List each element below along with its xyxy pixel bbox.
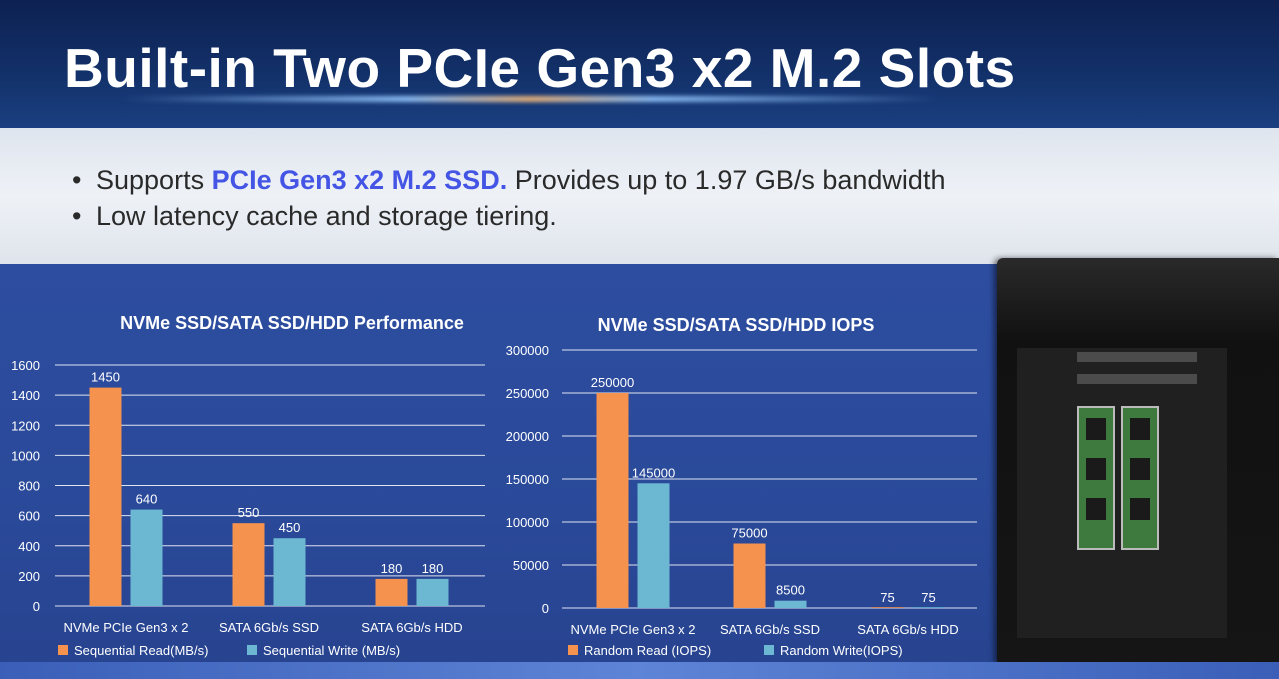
iops-chart-bar-write [912,607,945,608]
iops-chart-bar-write [637,483,670,608]
iops-chart-ytick-label: 50000 [513,558,549,573]
iops-chart-data-label: 75 [921,590,935,605]
iops-chart-ytick-label: 150000 [506,472,549,487]
device-bay [1017,348,1227,638]
perf-chart-bar-write [416,578,449,606]
perf-chart-data-label: 640 [136,492,158,507]
iops-chart-data-label: 75000 [731,526,767,541]
chip-icon [1086,498,1106,520]
bullet-1-highlight: PCIe Gen3 x2 M.2 SSD. [211,165,508,195]
nas-device-image [997,258,1279,678]
perf-chart-data-label: 550 [238,505,260,520]
perf-chart-category-label: SATA 6Gb/s SSD [219,620,319,635]
chip-icon [1130,458,1150,480]
m2-ssd-card-icon [1077,406,1115,550]
perf-chart-bar-read [89,387,122,606]
iops-chart-bar-read [733,543,766,608]
slide-header: Built-in Two PCIe Gen3 x2 M.2 Slots [0,0,1279,128]
iops-chart: NVMe SSD/SATA SSD/HDD IOPS 0 50000 100000 15… [506,315,977,658]
iops-chart-data-label: 145000 [632,465,675,480]
perf-chart-ytick-label: 1400 [11,388,40,403]
bullet-dot-icon: • [72,201,82,231]
perf-chart-legend-swatch [247,645,257,655]
perf-chart-ytick-label: 0 [33,599,40,614]
iops-chart-ytick-label: 300000 [506,343,549,358]
perf-chart-ytick-label: 1200 [11,418,40,433]
device-slot [1077,374,1197,384]
perf-chart-data-label: 450 [279,520,301,535]
iops-chart-legend-swatch [764,645,774,655]
iops-chart-ytick-label: 100000 [506,515,549,530]
perf-chart-legend-label: Sequential Write (MB/s) [263,643,400,658]
iops-chart-bar-read [596,393,629,608]
iops-chart-data-label: 250000 [591,375,634,390]
chip-icon [1130,498,1150,520]
perf-chart-bar-write [130,509,163,606]
perf-chart-ytick-label: 1600 [11,358,40,373]
device-slot [1077,352,1197,362]
perf-chart-data-label: 1450 [91,370,120,385]
perf-chart-bar-write [273,538,306,606]
bullet-2-text: Low latency cache and storage tiering. [96,201,557,231]
perf-chart-bar-read [232,523,265,606]
chip-icon [1086,418,1106,440]
iops-chart-category-label: NVMe PCIe Gen3 x 2 [571,622,696,637]
perf-chart-ytick-label: 200 [18,569,40,584]
bottom-accent-bar [0,662,1279,679]
perf-chart-ytick-label: 600 [18,509,40,524]
iops-chart-ytick-label: 0 [542,601,549,616]
perf-chart-ytick-label: 1000 [11,448,40,463]
perf-chart-category-label: NVMe PCIe Gen3 x 2 [64,620,189,635]
iops-chart-legend-label: Random Write(IOPS) [780,643,903,658]
performance-chart: NVMe SSD/SATA SSD/HDD Performance 0 200 400… [11,313,485,658]
header-light-streak [120,96,940,102]
iops-chart-legend-swatch [568,645,578,655]
bullet-item-1: • Supports PCIe Gen3 x2 M.2 SSD. Provides… [72,162,945,198]
bullet-1-prefix: Supports [96,165,212,195]
perf-chart-title: NVMe SSD/SATA SSD/HDD Performance [120,313,464,333]
perf-chart-ytick-label: 800 [18,479,40,494]
iops-chart-bar-write [774,600,807,608]
perf-chart-ytick-label: 400 [18,539,40,554]
iops-chart-ytick-label: 200000 [506,429,549,444]
iops-chart-category-label: SATA 6Gb/s HDD [857,622,958,637]
iops-chart-data-label: 8500 [776,583,805,598]
slide-title: Built-in Two PCIe Gen3 x2 M.2 Slots [64,37,1016,99]
chip-icon [1130,418,1150,440]
perf-chart-legend-swatch [58,645,68,655]
iops-chart-category-label: SATA 6Gb/s SSD [720,622,820,637]
bullet-item-2: • Low latency cache and storage tiering. [72,198,945,234]
chip-icon [1086,458,1106,480]
iops-chart-bar-read [871,607,904,608]
bullet-band: • Supports PCIe Gen3 x2 M.2 SSD. Provides… [0,128,1279,264]
perf-chart-legend-label: Sequential Read(MB/s) [74,643,208,658]
perf-chart-data-label: 180 [422,561,444,576]
perf-chart-data-label: 180 [381,561,403,576]
iops-chart-legend-label: Random Read (IOPS) [584,643,711,658]
iops-chart-data-label: 75 [880,590,894,605]
bullet-dot-icon: • [72,165,82,195]
m2-ssd-card-icon [1121,406,1159,550]
bullet-1-suffix: Provides up to 1.97 GB/s bandwidth [507,165,946,195]
perf-chart-bar-read [375,578,408,606]
perf-chart-category-label: SATA 6Gb/s HDD [361,620,462,635]
bullet-list: • Supports PCIe Gen3 x2 M.2 SSD. Provides… [72,162,945,234]
iops-chart-title: NVMe SSD/SATA SSD/HDD IOPS [598,315,875,335]
iops-chart-ytick-label: 250000 [506,386,549,401]
